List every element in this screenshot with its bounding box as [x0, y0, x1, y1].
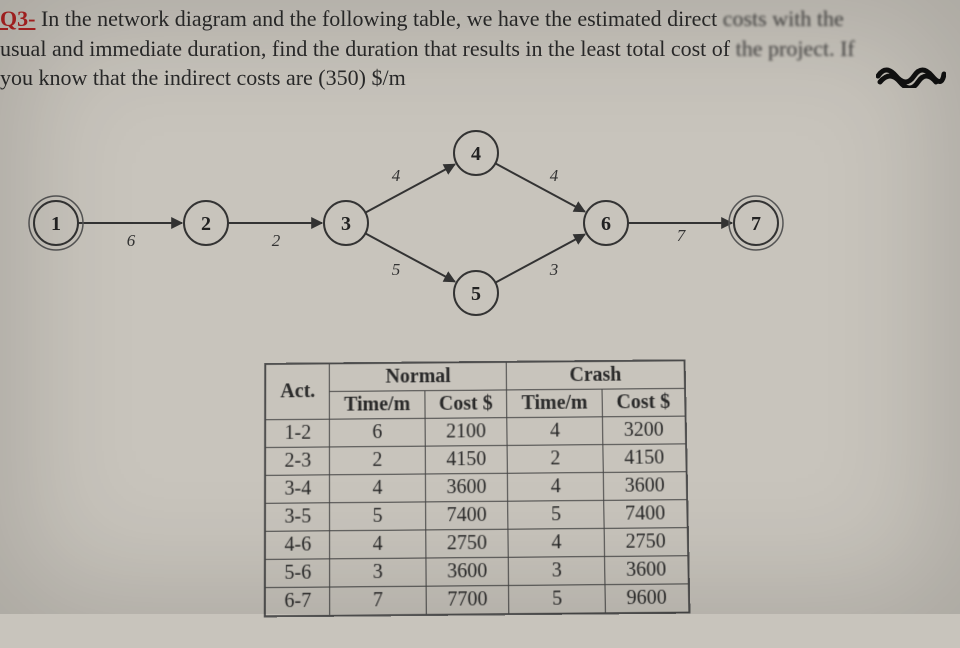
- q-line2a: usual and immediate duration, find the d…: [0, 36, 736, 61]
- cost-table-wrap: Act. Normal Crash Time/m Cost $ Time/m C…: [0, 358, 956, 619]
- node-label-6: 6: [601, 213, 611, 235]
- cost-table: Act. Normal Crash Time/m Cost $ Time/m C…: [265, 360, 689, 616]
- col-crash-cost: Cost $: [602, 388, 685, 416]
- q-line2b: the project. If: [736, 36, 855, 61]
- edge-label-1-2: 6: [127, 231, 136, 250]
- edge-3-5: [365, 233, 454, 281]
- network-diagram-wrap: 6 2 4 5 4 3 7 1 2 3 4 5 6 7: [0, 103, 952, 333]
- cell-act: 3-4: [266, 475, 330, 503]
- cell-nc: 4150: [425, 445, 508, 474]
- cell-cc: 3600: [604, 556, 688, 585]
- edge-label-3-5: 5: [392, 260, 401, 279]
- col-crash: Crash: [507, 361, 685, 390]
- edge-label-6-7: 7: [677, 226, 687, 245]
- node-label-2: 2: [201, 213, 211, 235]
- col-normal-cost: Cost $: [424, 390, 507, 418]
- question-prefix: Q3-: [0, 6, 35, 31]
- col-act: Act.: [266, 364, 330, 420]
- cell-nt: 7: [330, 586, 426, 615]
- cell-nc: 7700: [426, 586, 510, 615]
- cell-nc: 3600: [426, 557, 509, 586]
- cell-nt: 4: [330, 474, 425, 503]
- cell-nt: 3: [330, 558, 426, 587]
- node-label-1: 1: [51, 213, 61, 235]
- cell-cc: 7400: [603, 500, 686, 529]
- cell-nt: 6: [330, 418, 425, 447]
- col-crash-time: Time/m: [507, 389, 602, 418]
- table-row: 2-32415024150: [266, 444, 686, 476]
- table-header-row-1: Act. Normal Crash: [266, 361, 684, 392]
- cell-ct: 5: [508, 500, 604, 529]
- redaction-scribble: [876, 62, 946, 88]
- cell-nc: 7400: [425, 501, 508, 530]
- node-label-3: 3: [341, 213, 351, 235]
- cell-nc: 2750: [425, 529, 508, 558]
- question-text: Q3- In the network diagram and the follo…: [0, 4, 942, 93]
- table-row: 1-26210043200: [266, 416, 685, 447]
- node-label-7: 7: [751, 213, 761, 235]
- page-root: Q3- In the network diagram and the follo…: [0, 0, 960, 614]
- cell-cc: 2750: [604, 528, 688, 557]
- table-row: 4-64275042750: [266, 528, 688, 560]
- network-diagram: 6 2 4 5 4 3 7 1 2 3 4 5 6 7: [6, 113, 826, 333]
- cell-cc: 3200: [602, 416, 685, 444]
- table-row: 3-55740057400: [266, 500, 687, 532]
- edge-4-6: [495, 163, 584, 211]
- edge-3-4: [365, 164, 454, 212]
- table-row: 3-44360043600: [266, 472, 687, 504]
- edge-label-4-6: 4: [550, 166, 559, 185]
- cell-nt: 2: [330, 446, 425, 475]
- cell-ct: 2: [508, 445, 604, 474]
- node-label-5: 5: [471, 283, 481, 305]
- cell-ct: 4: [508, 528, 604, 557]
- cell-act: 6-7: [266, 587, 330, 616]
- cell-cc: 9600: [605, 584, 689, 613]
- cell-ct: 4: [507, 417, 602, 446]
- table-row: 5-63360033600: [266, 556, 688, 588]
- cell-ct: 4: [508, 473, 604, 502]
- cell-cc: 3600: [603, 472, 686, 501]
- col-normal-time: Time/m: [330, 391, 425, 420]
- cell-act: 2-3: [266, 447, 330, 475]
- table-row: 6-77770059600: [266, 584, 689, 616]
- cell-cc: 4150: [603, 444, 686, 473]
- q-line3: you know that the indirect costs are (35…: [0, 65, 406, 90]
- edge-label-3-4: 4: [392, 166, 401, 185]
- col-normal: Normal: [330, 362, 507, 391]
- cell-ct: 3: [509, 557, 605, 586]
- edge-label-2-3: 2: [272, 231, 281, 250]
- cell-nc: 2100: [425, 418, 508, 446]
- edge-label-5-6: 3: [549, 260, 559, 279]
- q-line1a: In the network diagram and the following…: [35, 6, 722, 31]
- cell-act: 4-6: [266, 531, 330, 560]
- cell-nt: 5: [330, 502, 426, 531]
- cell-ct: 5: [509, 585, 605, 614]
- edge-5-6: [495, 234, 584, 282]
- q-line1b: costs with the: [723, 6, 844, 31]
- node-label-4: 4: [471, 143, 481, 165]
- cell-nc: 3600: [425, 473, 508, 502]
- table-header-row-2: Time/m Cost $ Time/m Cost $: [266, 388, 685, 419]
- cell-act: 3-5: [266, 503, 330, 532]
- cell-nt: 4: [330, 530, 426, 559]
- cell-act: 1-2: [266, 419, 330, 447]
- cell-act: 5-6: [266, 559, 330, 588]
